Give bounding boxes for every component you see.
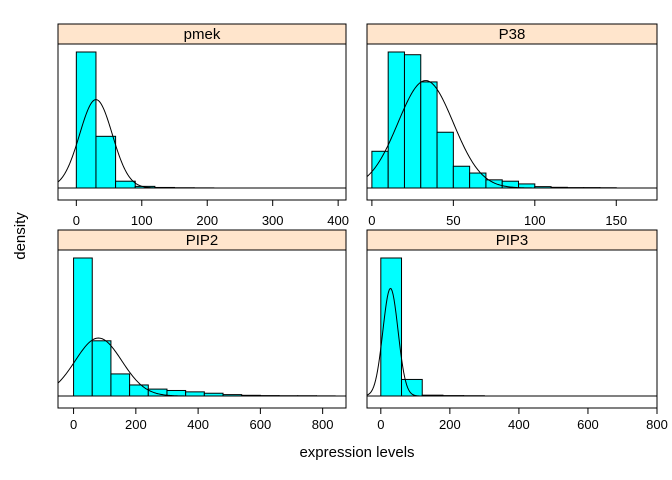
bar: [129, 384, 149, 397]
bars-PIP3: [380, 257, 485, 397]
bar: [485, 179, 503, 189]
bar: [420, 81, 438, 189]
strip: [366, 23, 658, 45]
bars-pmek: [75, 51, 215, 189]
x-tick-label: 400: [327, 213, 349, 228]
x-tick-label: 50: [446, 213, 460, 228]
x-tick-label: 800: [646, 417, 668, 432]
x-tick-label: 0: [73, 213, 80, 228]
panel-pmek: pmek 0 100 200 300 400: [57, 23, 349, 228]
x-tick-label: 150: [605, 213, 627, 228]
strip-label: pmek: [184, 26, 221, 43]
x-tick-label: 600: [577, 417, 599, 432]
x-tick-label: 0: [368, 213, 375, 228]
y-axis-title: density: [12, 212, 29, 260]
bars-PIP2: [73, 257, 336, 397]
x-tick-label: 100: [524, 213, 546, 228]
bars-P38: [371, 51, 617, 189]
bar: [91, 340, 112, 397]
bar: [436, 131, 454, 189]
x-tick-label: 200: [125, 417, 147, 432]
bar: [185, 391, 205, 397]
x-tick-label: 400: [187, 417, 209, 432]
bar: [75, 51, 97, 189]
x-tick-label: 200: [196, 213, 218, 228]
bar: [387, 51, 405, 189]
strip: [57, 23, 347, 45]
bar: [115, 180, 136, 189]
x-tick-label: 0: [70, 417, 77, 432]
panel-P38: P38 0 50 100 150: [366, 23, 658, 228]
bar: [73, 257, 93, 397]
panels-group: pmek 0 100 200 300 400 P38 0 50 100 150 PIP2 0 200 400…: [57, 23, 668, 432]
x-tick-label: 300: [262, 213, 284, 228]
bar: [110, 373, 131, 397]
bar: [380, 257, 403, 397]
strip-label: PIP2: [186, 232, 219, 249]
strip: [366, 229, 658, 251]
x-tick-label: 200: [439, 417, 461, 432]
x-tick-label: 100: [131, 213, 153, 228]
strip-label: P38: [499, 26, 526, 43]
bar: [452, 165, 471, 189]
x-axis-title: expression levels: [299, 444, 414, 461]
x-tick-label: 400: [508, 417, 530, 432]
strip-label: PIP3: [496, 232, 529, 249]
x-tick-label: 0: [377, 417, 384, 432]
panel-PIP3: PIP3 0 200 400 600 800: [366, 229, 668, 432]
bar: [371, 150, 389, 189]
bar: [403, 54, 422, 189]
bar: [95, 135, 117, 189]
x-tick-label: 600: [250, 417, 272, 432]
strip: [57, 229, 347, 251]
x-tick-label: 800: [312, 417, 334, 432]
panel-PIP2: PIP2 0 200 400 600 800: [57, 229, 347, 432]
